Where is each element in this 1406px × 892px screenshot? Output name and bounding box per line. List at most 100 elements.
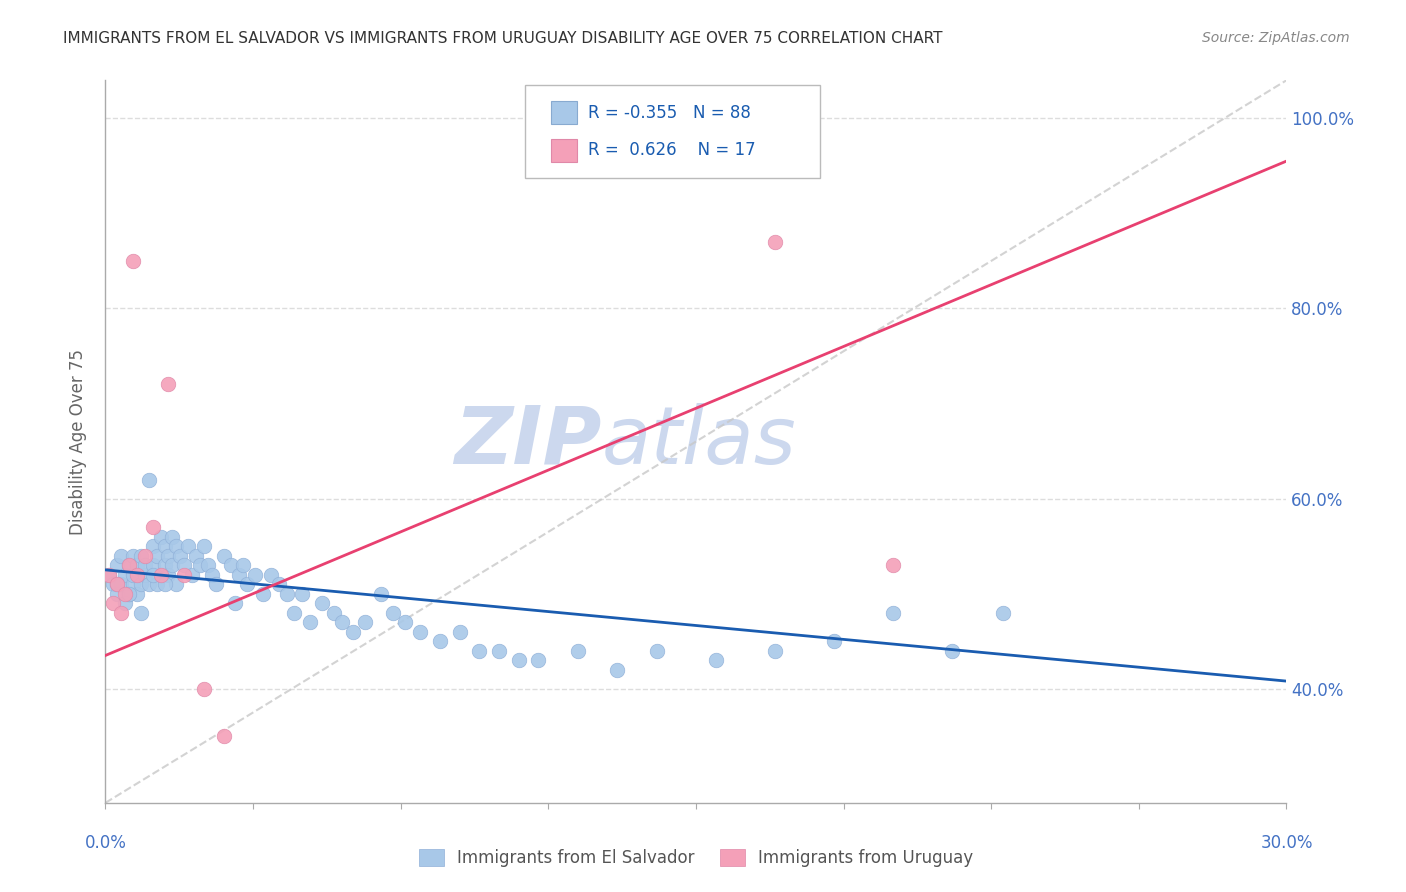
Point [145, 549, 167, 563]
Y-axis label: Disability Age Over 75: Disability Age Over 75 [69, 349, 87, 534]
Point [488, 643, 510, 657]
Point [149, 567, 172, 582]
Text: 0.0%: 0.0% [84, 834, 127, 852]
Point [105, 587, 128, 601]
Point [153, 577, 176, 591]
Point [508, 653, 530, 667]
Point [142, 558, 165, 573]
Text: R = -0.355   N = 88: R = -0.355 N = 88 [589, 103, 751, 122]
Point [129, 577, 152, 591]
Point [882, 606, 904, 620]
Text: R =  0.626    N = 17: R = 0.626 N = 17 [589, 141, 756, 160]
Point [449, 624, 471, 639]
Point [162, 530, 184, 544]
Point [763, 235, 786, 249]
Text: ZIP: ZIP [454, 402, 602, 481]
Point [138, 577, 160, 591]
Point [165, 577, 187, 591]
Point [114, 596, 136, 610]
Point [184, 549, 207, 563]
Legend: Immigrants from El Salvador, Immigrants from Uruguay: Immigrants from El Salvador, Immigrants … [419, 848, 973, 867]
Point [122, 577, 145, 591]
Point [276, 587, 298, 601]
Point [823, 634, 845, 648]
Point [118, 558, 141, 573]
Point [157, 567, 180, 582]
Point [224, 596, 246, 610]
Point [181, 567, 204, 582]
Point [98, 567, 121, 582]
Point [330, 615, 353, 630]
Point [118, 558, 141, 573]
Point [283, 606, 305, 620]
Point [204, 577, 226, 591]
Point [429, 634, 451, 648]
Point [118, 587, 141, 601]
Point [188, 558, 211, 573]
Point [243, 567, 266, 582]
Point [311, 596, 333, 610]
Point [169, 549, 191, 563]
Point [322, 606, 344, 620]
Point [125, 567, 148, 582]
Point [381, 606, 404, 620]
Text: 30.0%: 30.0% [1260, 834, 1313, 852]
Point [110, 577, 132, 591]
Text: IMMIGRANTS FROM EL SALVADOR VS IMMIGRANTS FROM URUGUAY DISABILITY AGE OVER 75 CO: IMMIGRANTS FROM EL SALVADOR VS IMMIGRANT… [63, 31, 943, 46]
Point [645, 643, 668, 657]
Point [267, 577, 290, 591]
Point [103, 596, 125, 610]
Point [142, 567, 165, 582]
Point [232, 558, 254, 573]
Point [193, 539, 215, 553]
Point [149, 567, 172, 582]
Point [291, 587, 314, 601]
Point [153, 558, 176, 573]
Point [236, 577, 259, 591]
Point [704, 653, 727, 667]
Point [129, 549, 152, 563]
Point [162, 558, 184, 573]
Point [527, 653, 550, 667]
Point [110, 606, 132, 620]
FancyBboxPatch shape [524, 86, 820, 178]
Point [173, 567, 195, 582]
Point [409, 624, 432, 639]
Point [125, 587, 148, 601]
Point [103, 577, 125, 591]
Point [342, 624, 364, 639]
Point [212, 549, 235, 563]
Point [941, 643, 963, 657]
Point [260, 567, 283, 582]
Point [122, 254, 145, 268]
Point [105, 577, 128, 591]
Point [142, 539, 165, 553]
Point [110, 549, 132, 563]
Point [567, 643, 589, 657]
Point [142, 520, 165, 534]
Point [252, 587, 274, 601]
Point [98, 567, 121, 582]
Point [177, 539, 200, 553]
Point [212, 729, 235, 743]
Point [221, 558, 243, 573]
Point [157, 549, 180, 563]
Point [138, 473, 160, 487]
Point [394, 615, 416, 630]
Text: atlas: atlas [602, 402, 796, 481]
Point [165, 539, 187, 553]
Point [763, 643, 786, 657]
FancyBboxPatch shape [551, 101, 576, 124]
Point [370, 587, 392, 601]
Point [149, 530, 172, 544]
Point [991, 606, 1014, 620]
Point [197, 558, 219, 573]
Point [299, 615, 322, 630]
Point [122, 549, 145, 563]
Point [228, 567, 250, 582]
Point [118, 587, 141, 601]
Point [134, 549, 156, 563]
Point [145, 577, 167, 591]
Point [105, 558, 128, 573]
Point [173, 558, 195, 573]
